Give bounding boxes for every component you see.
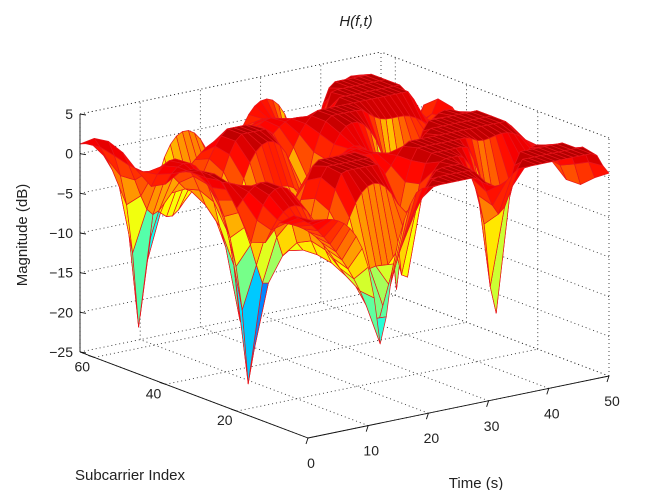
x-axis-line	[307, 375, 610, 439]
y-tick-label: 20	[217, 412, 233, 428]
x-tick-label: 40	[544, 405, 560, 421]
z-grid-line-right	[380, 210, 610, 298]
x-grid-line-floor	[260, 314, 489, 402]
x-tick	[546, 388, 550, 395]
z-tick	[79, 192, 87, 195]
z-tick-label: −15	[49, 265, 73, 281]
z-tick-label: −5	[57, 185, 73, 201]
x-tick	[365, 425, 369, 432]
y-tick	[88, 354, 95, 358]
z-tick	[79, 232, 87, 235]
x-tick	[606, 375, 610, 383]
x-grid-line-floor	[320, 301, 549, 389]
x-tick-label: 0	[307, 455, 315, 471]
top-edge-back	[79, 51, 382, 115]
z-tick-label: 0	[65, 146, 73, 162]
x-tick	[486, 400, 490, 407]
x-tick	[425, 413, 429, 420]
z-tick-label: −20	[49, 304, 73, 320]
y-tick-label: 40	[146, 385, 162, 401]
z-grid-line-right	[380, 130, 610, 218]
x-tick-label: 10	[363, 443, 379, 459]
z-tick	[79, 311, 87, 314]
z-grid-line-right	[380, 249, 610, 337]
z-tick	[79, 272, 87, 275]
x-tick-label: 50	[604, 393, 620, 409]
x-grid-line-floor	[200, 326, 429, 414]
x-tick-label: 20	[424, 430, 440, 446]
z-grid-line-right	[380, 170, 610, 258]
y-axis-line	[79, 351, 309, 439]
y-axis-title: Subcarrier Index	[75, 467, 186, 484]
y-grid-line-floor	[236, 348, 538, 412]
y-grid-line-floor	[165, 321, 467, 385]
x-tick	[305, 437, 309, 445]
plot-title: H(f,t)	[339, 13, 372, 30]
x-axis-title: Time (s)	[449, 475, 503, 490]
y-grid-line-floor	[94, 294, 396, 358]
y-tick-label: 60	[75, 358, 91, 374]
x-tick-label: 30	[484, 418, 500, 434]
y-tick	[230, 408, 237, 412]
z-axis-title: Magnitude (dB)	[14, 184, 31, 287]
z-tick-label: −25	[49, 344, 73, 360]
z-grid-line-back	[79, 289, 382, 353]
x-grid-line-floor	[380, 289, 610, 377]
top-edge-right	[380, 51, 610, 139]
z-tick	[79, 351, 87, 354]
surface-mesh	[79, 73, 610, 385]
z-tick	[79, 113, 87, 116]
axis-labels: H(f,t) Magnitude (dB) Subcarrier Index T…	[14, 13, 503, 490]
y-tick	[159, 381, 166, 385]
surface-patch	[293, 215, 315, 224]
x-grid-line-floor	[140, 339, 369, 427]
z-tick-label: 5	[65, 106, 73, 122]
z-tick-label: −10	[49, 225, 73, 241]
z-tick	[79, 153, 87, 156]
